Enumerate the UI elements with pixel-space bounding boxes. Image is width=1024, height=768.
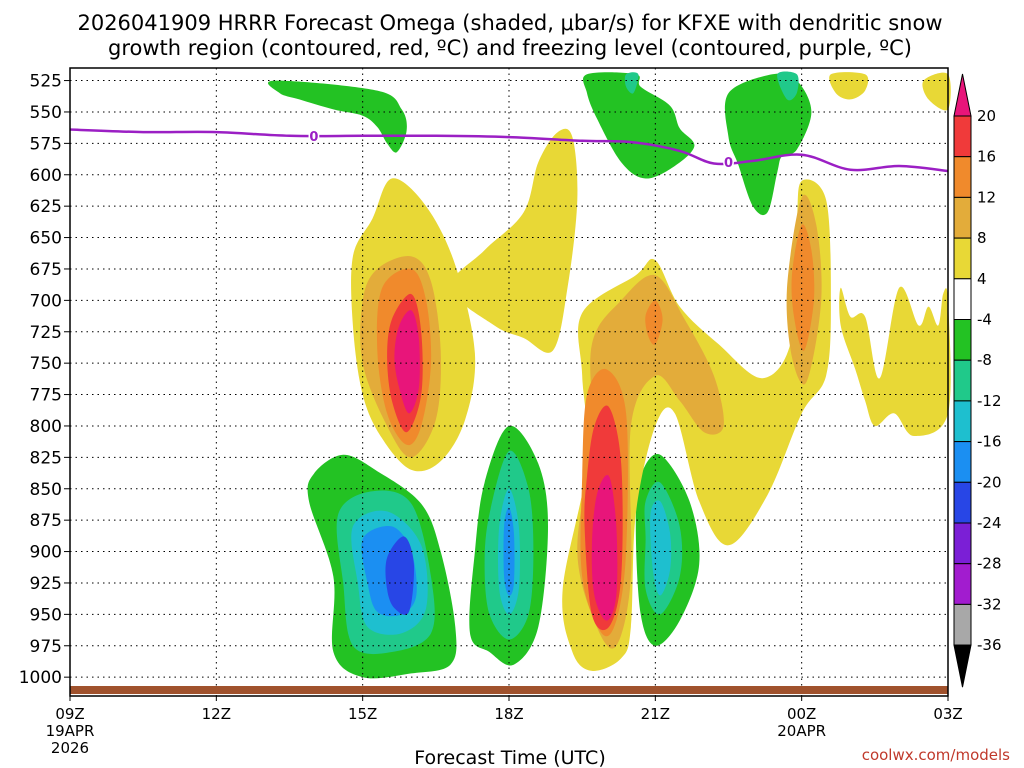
colorbar-label-4: 4	[977, 270, 987, 288]
x-tick-label-00Z: 00Z	[787, 705, 816, 723]
y-axis: 525 550 575 600 625 650 675 700 725 750 775 800 825 8…	[19, 72, 70, 688]
colorbar-segment-1	[953, 115, 972, 158]
colorbar-label-16: 16	[977, 148, 996, 166]
omega-region-neg8-30	[777, 71, 799, 101]
colorbar-segment-12	[953, 563, 972, 605]
y-tick-label-750: 750	[30, 354, 62, 374]
colorbar-label--12: -12	[977, 392, 1002, 410]
omega-region-pos4-33	[839, 286, 951, 436]
x-axis-title: Forecast Time (UTC)	[414, 747, 605, 768]
colorbar-top-triangle	[953, 73, 972, 117]
omega-region-pos4-31	[829, 72, 869, 100]
y-tick-label-875: 875	[30, 511, 62, 531]
y-tick-label-850: 850	[30, 480, 62, 500]
colorbar-label--8: -8	[977, 351, 992, 369]
y-tick-label-950: 950	[30, 605, 62, 625]
omega-region-neg12-16	[650, 500, 672, 596]
colorbar-label--28: -28	[977, 555, 1002, 573]
freezing-level-label-0: 0	[309, 130, 318, 145]
colorbar-segment-11	[953, 522, 972, 565]
omega-region-neg20-9	[385, 536, 415, 615]
y-tick-label-800: 800	[30, 417, 62, 437]
freezing-level-line	[69, 128, 949, 173]
omega-region-pos12-21	[645, 300, 663, 345]
y-tick-label-550: 550	[30, 103, 62, 123]
colorbar-label--16: -16	[977, 433, 1002, 451]
y-tick-label-625: 625	[30, 197, 62, 217]
colorbar-bottom-triangle	[953, 644, 972, 688]
y-tick-label-525: 525	[30, 72, 62, 92]
y-tick-label-700: 700	[30, 291, 62, 311]
title-line-1: 2026041909 HRRR Forecast Omega (shaded, …	[77, 11, 942, 35]
colorbar-label--24: -24	[977, 514, 1002, 532]
colorbar-segment-3	[953, 196, 972, 239]
colorbar-segment-2	[953, 156, 972, 198]
freezing-level-label-1: 0	[724, 156, 733, 171]
colorbar-segment-6	[953, 319, 972, 361]
omega-region-neg8-28	[624, 72, 639, 94]
colorbar-segment-9	[953, 441, 972, 483]
omega-region-pos4-32	[922, 72, 951, 111]
x-tick-label-18Z: 18Z	[494, 705, 523, 723]
plot-area: 00	[69, 67, 951, 697]
y-tick-label-900: 900	[30, 543, 62, 563]
omega-region-pos20-4	[394, 310, 420, 414]
y-tick-label-675: 675	[30, 260, 62, 280]
y-tick-label-925: 925	[30, 574, 62, 594]
colorbar-segment-5	[953, 278, 972, 320]
colorbar-segment-8	[953, 400, 972, 443]
chart-title: 2026041909 HRRR Forecast Omega (shaded, …	[77, 11, 942, 60]
colorbar-segment-10	[953, 481, 972, 524]
omega-region-neg4-29	[724, 73, 812, 216]
colorbar-segment-4	[953, 237, 972, 280]
colorbar-label--4: -4	[977, 311, 992, 329]
omega-region-neg4-27	[583, 72, 695, 179]
x-date-label-20APR: 20APR	[777, 722, 826, 740]
colorbar-label-20: 20	[977, 107, 996, 125]
colorbar-label-12: 12	[977, 188, 996, 206]
y-tick-label-775: 775	[30, 386, 62, 406]
y-tick-label-725: 725	[30, 323, 62, 343]
x-tick-label-21Z: 21Z	[641, 705, 670, 723]
omega-shaded-regions	[267, 71, 951, 679]
colorbar-label--32: -32	[977, 595, 1002, 613]
y-tick-label-600: 600	[30, 166, 62, 186]
colorbar-label-8: 8	[977, 229, 987, 247]
x-tick-label-03Z: 03Z	[933, 705, 962, 723]
y-tick-label-650: 650	[30, 229, 62, 249]
freezing-level-contour: 00	[69, 128, 949, 173]
y-tick-label-825: 825	[30, 448, 62, 468]
y-tick-label-1000: 1000	[19, 668, 62, 688]
colorbar: 20 16 12 8 4 -4 -8 -12 -16 -20 -24 -28 -32 -36	[953, 73, 1002, 688]
omega-region-pos20-23	[591, 474, 618, 621]
title-line-2: growth region (contoured, red, ºC) and f…	[108, 36, 912, 60]
x-tick-label-15Z: 15Z	[348, 705, 377, 723]
omega-region-pos4-18	[450, 128, 578, 353]
y-tick-label-975: 975	[30, 637, 62, 657]
colorbar-label--36: -36	[977, 636, 1002, 654]
x-tick-label-09Z: 09Z	[55, 705, 84, 723]
colorbar-segment-13	[953, 603, 972, 646]
colorbar-label--20: -20	[977, 473, 1002, 491]
colorbar-segment-7	[953, 359, 972, 402]
x-tick-label-12Z: 12Z	[202, 705, 231, 723]
ground-surface-bar	[70, 686, 948, 694]
omega-region-neg4-26	[267, 80, 407, 153]
x-year-label-2026: 2026	[51, 739, 89, 757]
omega-region-pos12-25	[791, 224, 815, 351]
gridlines	[69, 68, 949, 696]
credit-text: coolwx.com/models	[862, 746, 1010, 764]
y-tick-label-575: 575	[30, 134, 62, 154]
omega-region-neg16-13	[503, 507, 515, 596]
x-date-label-19APR: 19APR	[46, 722, 95, 740]
